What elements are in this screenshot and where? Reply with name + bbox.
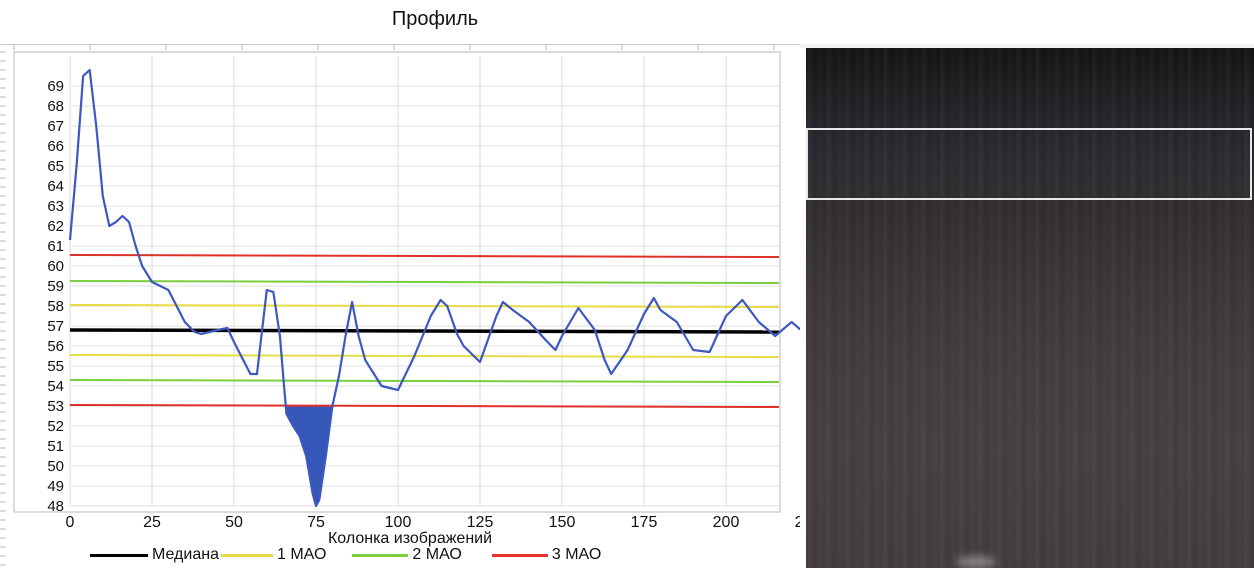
x-tick-label: 225 bbox=[795, 514, 800, 531]
y-tick-label: 62 bbox=[47, 218, 64, 235]
legend-label-median: Медиана bbox=[152, 546, 219, 563]
x-tick-label: 175 bbox=[631, 514, 658, 531]
legend-label-1mao: 1 МАО bbox=[276, 546, 327, 563]
x-tick-label: 100 bbox=[385, 514, 412, 531]
y-tick-label: 63 bbox=[47, 198, 64, 215]
profile-line bbox=[68, 68, 800, 508]
legend-item-2mao: 2 МАО bbox=[326, 546, 462, 564]
legend-swatch-2mao bbox=[352, 553, 409, 557]
x-tick-label: 25 bbox=[143, 514, 161, 531]
x-axis-label: Колонка изображений bbox=[328, 530, 492, 547]
x-tick-label: 75 bbox=[307, 514, 325, 531]
left-ruler bbox=[0, 51, 6, 566]
y-tick-label: 67 bbox=[47, 118, 64, 135]
y-tick-label: 55 bbox=[47, 358, 64, 375]
y-tick-label: 53 bbox=[47, 398, 64, 415]
legend-item-3mao: 3 МАО bbox=[462, 546, 601, 564]
threshold-line bbox=[69, 354, 780, 358]
legend: Медиана 1 МАО 2 МАО 3 МАО bbox=[90, 544, 601, 566]
legend-item-1mao: 1 МАО bbox=[219, 546, 326, 564]
y-tick-label: 57 bbox=[47, 318, 64, 335]
x-tick-label: 200 bbox=[713, 514, 740, 531]
image-texture bbox=[806, 48, 1254, 568]
y-tick-label: 49 bbox=[47, 478, 64, 495]
below-threshold-fills bbox=[285, 405, 333, 506]
y-tick-label: 68 bbox=[47, 98, 64, 115]
y-tick-label: 52 bbox=[47, 418, 64, 435]
y-tick-label: 58 bbox=[47, 298, 64, 315]
top-ruler-ticks bbox=[13, 44, 775, 50]
bright-spot bbox=[956, 556, 996, 568]
y-tick-label: 48 bbox=[47, 498, 64, 515]
y-tick-label: 69 bbox=[47, 78, 64, 95]
legend-item-median: Медиана bbox=[90, 546, 219, 564]
y-tick-label: 66 bbox=[47, 138, 64, 155]
top-ruler bbox=[0, 44, 800, 45]
threshold-line bbox=[69, 304, 780, 308]
threshold-line bbox=[69, 404, 780, 408]
profile-chart: 48 49 50 51 52 53 54 55 56 57 58 59 60 61 62 63 64 65 66 67… bbox=[0, 44, 800, 566]
below-threshold-area bbox=[285, 405, 333, 506]
threshold-line bbox=[69, 254, 780, 258]
x-tick-label: 0 bbox=[66, 514, 75, 531]
x-tick-label: 150 bbox=[549, 514, 576, 531]
profile-series bbox=[68, 68, 800, 508]
legend-swatch-1mao bbox=[220, 553, 273, 557]
y-tick-label: 64 bbox=[47, 178, 64, 195]
y-tick-label: 60 bbox=[47, 258, 64, 275]
legend-swatch-3mao bbox=[491, 553, 548, 557]
legend-swatch-median bbox=[90, 553, 148, 557]
y-tick-label: 54 bbox=[47, 378, 64, 395]
y-tick-label: 65 bbox=[47, 158, 64, 175]
y-tick-label: 56 bbox=[47, 338, 64, 355]
image-panel bbox=[806, 48, 1254, 568]
threshold-line bbox=[69, 379, 780, 383]
x-tick-label: 125 bbox=[467, 514, 494, 531]
legend-label-2mao: 2 МАО bbox=[412, 546, 462, 563]
y-tick-label: 59 bbox=[47, 278, 64, 295]
x-tick-label: 50 bbox=[225, 514, 243, 531]
y-tick-label: 50 bbox=[47, 458, 64, 475]
y-tick-labels: 48 49 50 51 52 53 54 55 56 57 58 59 60 61 62 63 64 65 66 67… bbox=[47, 78, 64, 515]
y-tick-label: 61 bbox=[47, 238, 64, 255]
y-tick-label: 51 bbox=[47, 438, 64, 455]
x-tick-labels: 0255075100125150175200225250275300 bbox=[66, 514, 800, 531]
image-top-ruler bbox=[800, 44, 1254, 48]
legend-label-3mao: 3 МАО bbox=[551, 546, 602, 563]
roi-rectangle[interactable] bbox=[806, 128, 1252, 200]
threshold-line bbox=[69, 280, 780, 284]
chart-title: Профиль bbox=[391, 8, 479, 30]
